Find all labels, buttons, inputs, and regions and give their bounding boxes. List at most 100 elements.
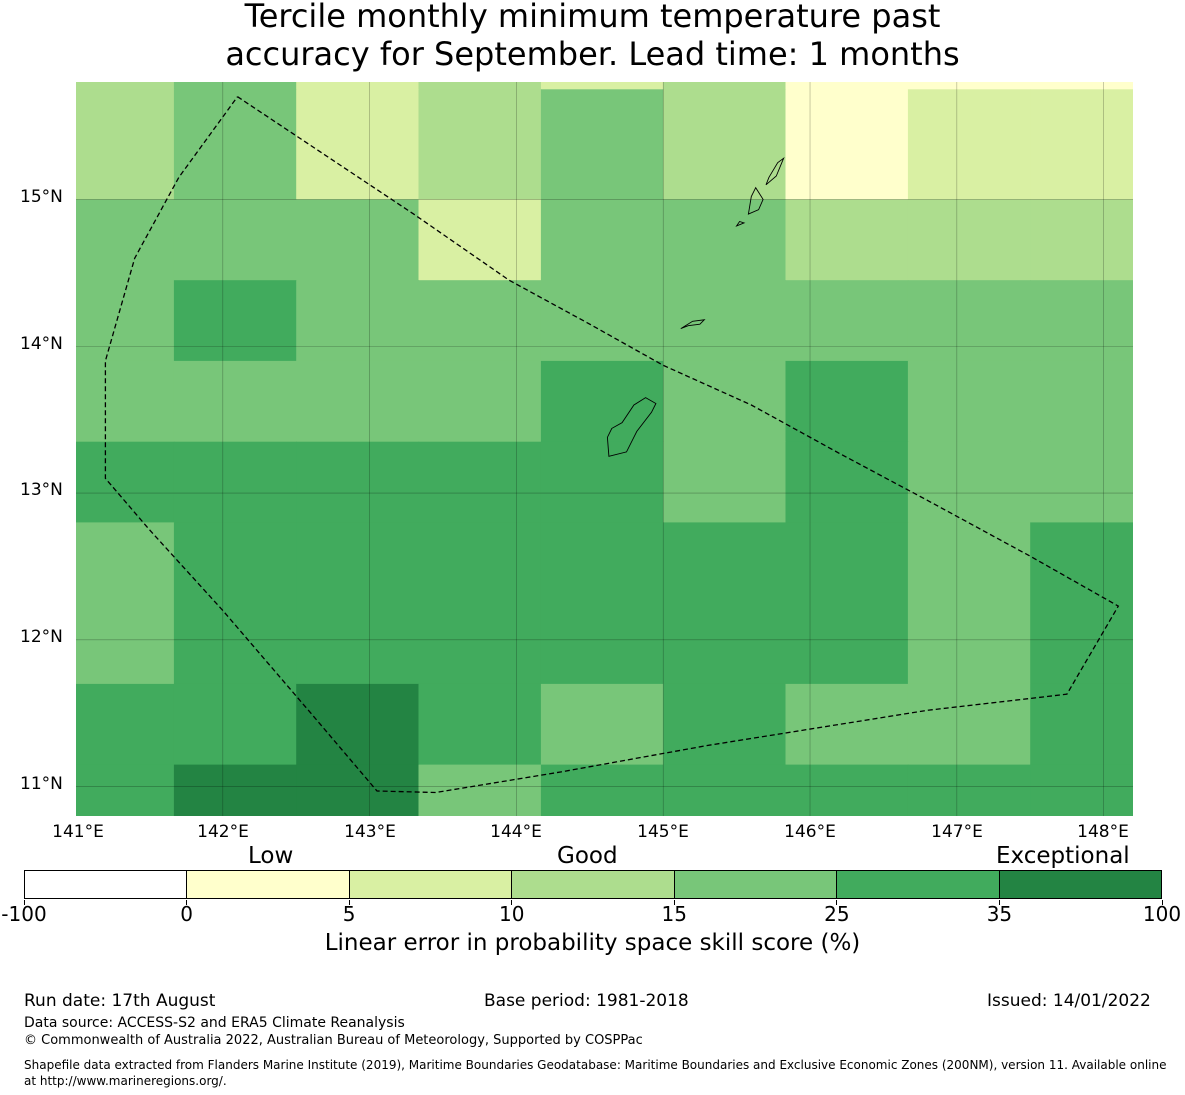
lon-label-144e: 144°E [490, 822, 542, 842]
grid-cell [1030, 764, 1133, 816]
gridlines [76, 82, 1133, 816]
category-low: Low [248, 843, 294, 869]
grid-cell [418, 522, 542, 685]
island-outline [747, 186, 764, 215]
map-title-line-2: accuracy for September. Lead time: 1 mon… [225, 35, 960, 73]
grid-cell [540, 683, 664, 766]
grid-cell [663, 199, 787, 281]
grid-cell [418, 280, 542, 362]
grid-cell [173, 89, 297, 200]
grid-cell [1030, 82, 1133, 90]
grid-cell [76, 522, 175, 685]
grid-cell [785, 199, 909, 281]
colorbar-tick [511, 900, 513, 905]
grid-cell [173, 280, 297, 362]
grid-cell [418, 764, 542, 816]
grid-cell [418, 89, 542, 200]
grid-cell [663, 764, 787, 816]
grid-cell [418, 683, 542, 766]
island-outline [606, 397, 657, 457]
grid-cell [1030, 522, 1133, 685]
grid-cell [76, 683, 175, 766]
eez-boundary [104, 96, 1120, 794]
island-outline [735, 220, 746, 227]
lon-label-142e: 142°E [197, 822, 249, 842]
lat-label-15n: 15°N [20, 187, 63, 207]
grid-cell [296, 360, 420, 443]
grid-cell [1030, 441, 1133, 523]
grid-cell [907, 764, 1031, 816]
grid-cell [1030, 360, 1133, 443]
grid-cell [173, 522, 297, 685]
grid-cell [296, 683, 420, 766]
colorbar-tick-label: 5 [342, 902, 356, 926]
grid-cell [540, 199, 664, 281]
grid-cell [540, 522, 664, 685]
grid-cell [76, 360, 175, 443]
grid-cell [296, 522, 420, 685]
map-title-line-1: Tercile monthly minimum temperature past [244, 0, 941, 35]
colorbar-segment [512, 871, 675, 898]
grid-cell [540, 82, 664, 90]
grid-cell [173, 360, 297, 443]
grid-cell [907, 199, 1031, 281]
colorbar-tick-label: 25 [824, 902, 850, 926]
grid-cell [540, 764, 664, 816]
grid-cell [540, 360, 664, 443]
grid-cell [785, 764, 909, 816]
colorbar-tick [23, 900, 25, 905]
lon-label-147e: 147°E [931, 822, 983, 842]
colorbar-segment [837, 871, 1000, 898]
colorbar-segment [674, 871, 838, 898]
grid-cell [1030, 683, 1133, 766]
lat-label-11n: 11°N [20, 774, 63, 794]
grid-cell [907, 683, 1031, 766]
grid-cell [907, 522, 1031, 685]
run-date: Run date: 17th August [24, 991, 216, 1011]
shapefile-credit: Shapefile data extracted from Flanders M… [24, 1058, 1167, 1088]
colorbar [24, 870, 1162, 899]
colorbar-tick-label: 10 [498, 902, 525, 926]
grid-cell [540, 441, 664, 523]
island-outlines [606, 156, 785, 457]
lon-label-146e: 146°E [784, 822, 836, 842]
grid-cell [663, 82, 787, 90]
grid-cell [785, 82, 909, 90]
grid-cell [540, 280, 664, 362]
lat-label-14n: 14°N [20, 334, 63, 354]
category-good: Good [557, 843, 618, 869]
grid-cell [173, 683, 297, 766]
colorbar-tick-label: 100 [1142, 902, 1182, 926]
colorbar-tick [998, 900, 1000, 905]
grid-cell [296, 764, 420, 816]
grid-cell [296, 280, 420, 362]
colorbar-segment [25, 871, 188, 898]
colorbar-label: Linear error in probability space skill … [324, 930, 861, 956]
grid-cell [785, 441, 909, 523]
colorbar-tick-label: 35 [986, 902, 1013, 926]
island-outline [680, 319, 706, 330]
lon-label-148e: 148°E [1077, 822, 1129, 842]
grid-cell [907, 280, 1031, 362]
grid-cell [663, 89, 787, 200]
colorbar-tick [348, 900, 350, 905]
copyright: © Commonwealth of Australia 2022, Austra… [24, 1033, 643, 1048]
issued-date: Issued: 14/01/2022 [987, 991, 1151, 1011]
grid-cell [173, 764, 297, 816]
lon-label-143e: 143°E [344, 822, 396, 842]
category-exceptional: Exceptional [996, 843, 1130, 869]
grid-cell [1030, 89, 1133, 200]
grid-cell [296, 89, 420, 200]
grid-cell [418, 82, 542, 90]
grid-cell [418, 199, 542, 281]
grid-cell [785, 360, 909, 443]
colorbar-tick [673, 900, 675, 905]
grid-cell [296, 82, 420, 90]
colorbar-tick [1161, 900, 1163, 905]
base-period: Base period: 1981-2018 [484, 991, 689, 1011]
lon-label-145e: 145°E [637, 822, 689, 842]
grid-cell [173, 441, 297, 523]
colorbar-segment [349, 871, 513, 898]
grid-cell [418, 441, 542, 523]
data-source: Data source: ACCESS-S2 and ERA5 Climate … [24, 1015, 405, 1031]
